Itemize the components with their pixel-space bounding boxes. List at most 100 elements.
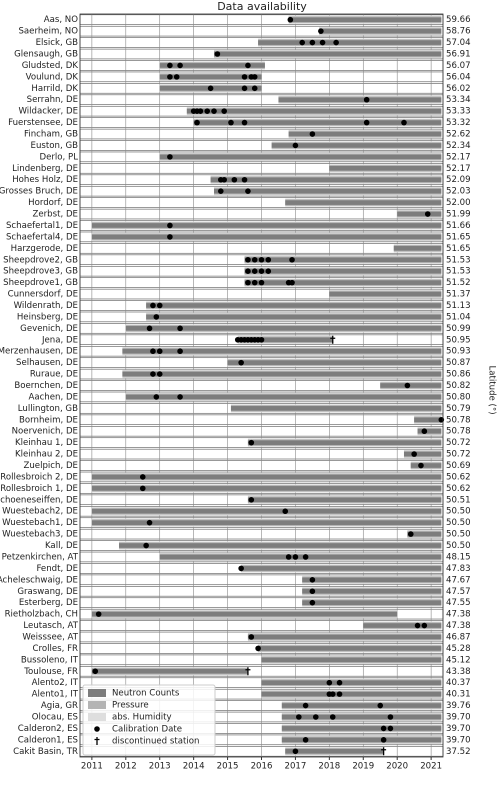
- x-tick-label: 2019: [352, 762, 374, 772]
- neutron-bar: [261, 657, 442, 663]
- calibration-dot: [95, 611, 102, 617]
- latitude-label: 50.93: [446, 347, 471, 357]
- latitude-label: 50.78: [446, 415, 471, 425]
- station-label: Lindenberg, DE: [12, 164, 78, 174]
- neutron-bar: [214, 51, 442, 57]
- neutron-bar: [244, 257, 442, 263]
- calibration-dot: [221, 108, 227, 114]
- calibration-dot: [318, 28, 324, 34]
- calibration-dot: [245, 188, 251, 194]
- latitude-label: 39.70: [446, 712, 471, 722]
- neutron-bar: [91, 668, 248, 674]
- station-label: Olocau, ES: [32, 712, 78, 722]
- calibration-dot: [287, 16, 294, 23]
- calibration-dot: [292, 554, 299, 560]
- latitude-label: 40.37: [446, 678, 471, 688]
- neutron-bar: [281, 714, 442, 720]
- calibration-dot: [251, 268, 258, 274]
- station-label: Serrahn, DE: [27, 95, 78, 105]
- station-label: Hohes Holz, DE: [12, 175, 78, 185]
- calibration-dot: [139, 485, 146, 492]
- latitude-label: 50.62: [446, 472, 471, 482]
- latitude-label: 50.82: [446, 381, 471, 391]
- station-label: Jena, DE: [41, 335, 78, 345]
- latitude-label: 50.72: [446, 450, 471, 460]
- station-label: Wuestebach1, DE: [2, 518, 78, 528]
- latitude-label: 50.95: [446, 335, 471, 345]
- calibration-dot: [421, 428, 428, 435]
- neutron-bar: [410, 463, 442, 468]
- latitude-label: 52.09: [446, 175, 471, 185]
- calibration-dot: [363, 119, 370, 126]
- calibration-dot: [150, 348, 156, 355]
- neutron-bar: [227, 360, 442, 365]
- latitude-label: 50.80: [446, 392, 471, 402]
- latitude-label: 51.99: [446, 210, 471, 220]
- latitude-label: 39.70: [446, 735, 471, 745]
- station-label: Aachen, DE: [28, 392, 78, 402]
- station-label: Leutasch, AT: [23, 621, 78, 631]
- calibration-dot: [285, 554, 292, 560]
- latitude-label: 52.03: [446, 187, 471, 197]
- calibration-dot: [380, 725, 387, 732]
- station-label: Sheepdrove3, GB: [3, 267, 78, 277]
- calibration-dot: [401, 119, 407, 126]
- neutron-bar: [247, 634, 442, 640]
- latitude-label: 47.55: [446, 598, 471, 608]
- calibration-dot: [380, 737, 387, 743]
- calibration-dot: [329, 714, 336, 720]
- station-label: Gludsted, DK: [22, 61, 79, 71]
- station-label: Gevenich, DE: [20, 324, 78, 334]
- calibration-dot: [251, 279, 258, 286]
- calibration-dot: [387, 725, 394, 732]
- station-label: Lullington, GB: [18, 404, 78, 414]
- calibration-dot: [302, 702, 309, 709]
- station-label: Kleinhau 1, DE: [15, 438, 78, 448]
- neutron-bar: [285, 200, 442, 205]
- legend-box: [82, 684, 216, 756]
- neutron-bar: [278, 97, 442, 103]
- station-label: Wildacker, DE: [18, 107, 78, 117]
- station-label: Wuestebach3, DE: [2, 530, 78, 540]
- station-label: Sheepdrove2, GB: [3, 255, 78, 265]
- neutron-bar: [302, 588, 442, 594]
- station-label: Wuestebach2, DE: [2, 507, 78, 517]
- station-label: Agia, GR: [41, 701, 78, 711]
- neutron-bar: [414, 417, 442, 423]
- legend: Neutron Counts Pressure abs. Humidity Calib…: [82, 684, 216, 756]
- latitude-label: 50.69: [446, 461, 471, 471]
- latitude-label: 51.52: [446, 278, 471, 288]
- neutron-bar: [329, 291, 442, 297]
- calibration-dot: [156, 371, 163, 377]
- station-label: Heinsberg, DE: [17, 312, 78, 322]
- calibration-dot: [146, 325, 153, 332]
- latitude-label: 51.04: [446, 312, 471, 322]
- station-label: Rollesbroich 1, DE: [0, 484, 78, 494]
- discontinued-marker: [245, 667, 251, 676]
- calibration-dot: [153, 314, 160, 320]
- x-tick-label: 2013: [149, 762, 171, 772]
- station-label: Schaefertal4, DE: [6, 232, 78, 242]
- calibration-dot: [299, 39, 306, 46]
- neutron-bar: [186, 108, 442, 114]
- neutron-bar: [258, 646, 442, 651]
- latitude-label: 50.62: [446, 484, 471, 494]
- station-label: Hordorf, DE: [28, 198, 78, 208]
- calibration-dot: [211, 108, 217, 114]
- calibration-dot: [282, 508, 289, 515]
- latitude-label: 59.66: [446, 15, 471, 25]
- calibration-dot: [309, 599, 316, 606]
- station-label: Noervenich, DE: [12, 427, 78, 437]
- calibration-dot: [248, 497, 255, 503]
- calibration-dot: [404, 382, 411, 389]
- calibration-dot: [156, 348, 163, 355]
- latitude-label: 50.87: [446, 358, 471, 368]
- neutron-bar: [159, 74, 262, 80]
- latitude-label: 50.51: [446, 495, 471, 505]
- neutron-bar: [119, 543, 442, 548]
- calibration-dot: [265, 268, 272, 274]
- calibration-dot: [336, 679, 343, 686]
- latitude-label: 47.83: [446, 564, 471, 574]
- neutron-bar: [403, 451, 442, 457]
- calibration-dot: [241, 85, 248, 92]
